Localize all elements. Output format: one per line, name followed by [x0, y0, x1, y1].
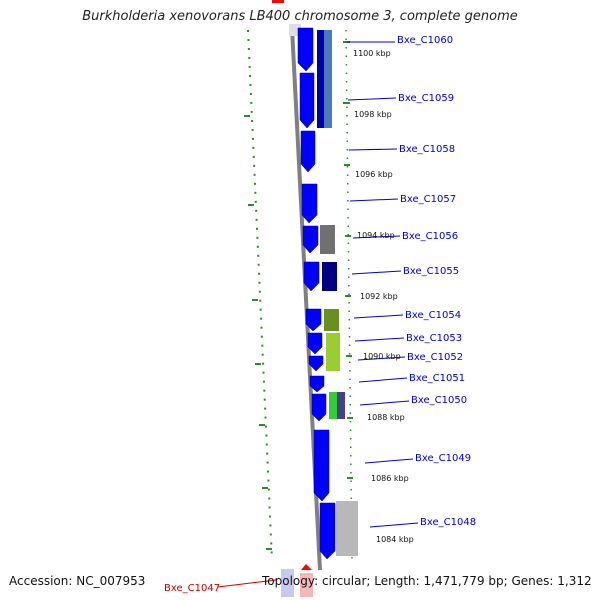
kbp-label: 1098 kbp — [354, 110, 392, 119]
forward-strand-genes — [297, 27, 336, 560]
forward-strand-gene[interactable] — [311, 393, 327, 422]
gene-label-bxe-c1048[interactable]: Bxe_C1048 — [420, 517, 476, 528]
highlight-gene-block-red[interactable] — [300, 573, 313, 597]
gene-label-bxe-c1059[interactable]: Bxe_C1059 — [398, 93, 454, 104]
forward-strand-gene[interactable] — [302, 225, 319, 254]
gene-leader-line — [353, 314, 404, 319]
topology-label: Topology: circular; Length: 1,471,779 bp… — [262, 574, 592, 588]
map-title: Burkholderia xenovorans LB400 chromosome… — [82, 9, 518, 24]
gene-labels: Bxe_C1060 Bxe_C1059 Bxe_C1058 Bxe_C1057 … — [397, 35, 476, 528]
gene-leader-line — [357, 356, 406, 361]
gene-leader-line — [349, 198, 399, 202]
reverse-strand-genes — [317, 30, 358, 556]
gene-block-dark-slate[interactable] — [337, 392, 345, 419]
outer-dotted-guide — [247, 29, 273, 561]
gene-label-bxe-c1054[interactable]: Bxe_C1054 — [405, 310, 461, 321]
gene-label-bxe-c1056[interactable]: Bxe_C1056 — [402, 231, 458, 242]
highlight-gene-arrow[interactable] — [301, 564, 312, 570]
highlighted-gene: Bxe_C1047 — [164, 564, 313, 597]
outer-ticks — [244, 115, 272, 550]
highlight-leader-line — [217, 579, 277, 588]
kbp-label: 1090 kbp — [363, 352, 401, 361]
gene-block-silver[interactable] — [336, 501, 358, 556]
kbp-labels: 1100 kbp 1098 kbp 1096 kbp 1094 kbp 1092… — [353, 49, 414, 544]
gene-block-navy[interactable] — [322, 262, 337, 291]
kbp-label: 1096 kbp — [355, 170, 393, 179]
gene-label-bxe-c1057[interactable]: Bxe_C1057 — [400, 194, 456, 205]
gene-leader-line — [347, 97, 397, 101]
kbp-label: 1094 kbp — [357, 231, 395, 240]
gene-label-bxe-c1058[interactable]: Bxe_C1058 — [399, 144, 455, 155]
gene-block-olive[interactable] — [324, 309, 339, 331]
gene-leader-line — [351, 270, 402, 275]
gene-leader-lines — [347, 41, 419, 528]
dotted-guides — [247, 29, 353, 561]
forward-strand-gene[interactable] — [303, 261, 320, 292]
forward-strand-gene[interactable] — [319, 502, 336, 560]
gene-label-bxe-c1050[interactable]: Bxe_C1050 — [411, 395, 467, 406]
kbp-label: 1100 kbp — [353, 49, 391, 58]
forward-strand-gene[interactable] — [313, 429, 330, 502]
gene-leader-line — [354, 337, 405, 342]
forward-strand-gene[interactable] — [307, 332, 323, 355]
kbp-label: 1084 kbp — [376, 535, 414, 544]
gene-leader-line — [352, 235, 401, 239]
forward-strand-gene[interactable] — [308, 355, 324, 372]
gene-leader-line — [358, 377, 408, 383]
gene-leader-line — [369, 522, 419, 528]
gene-label-bxe-c1051[interactable]: Bxe_C1051 — [409, 373, 465, 384]
reverse-strand-gene-shade — [324, 30, 332, 128]
position-marker[interactable] — [272, 0, 284, 3]
highlight-gene-block-blue[interactable] — [281, 569, 294, 597]
gene-label-bxe-c1055[interactable]: Bxe_C1055 — [403, 266, 459, 277]
gene-block-yellow-green[interactable] — [326, 333, 340, 371]
forward-strand-gene[interactable] — [300, 130, 316, 173]
kbp-label: 1086 kbp — [371, 474, 409, 483]
accession-label: Accession: NC_007953 — [9, 574, 146, 588]
forward-strand-gene[interactable] — [301, 183, 318, 224]
highlight-gene-label[interactable]: Bxe_C1047 — [164, 583, 220, 594]
forward-strand-gene[interactable] — [305, 308, 322, 332]
inner-ticks — [343, 41, 354, 539]
gene-label-bxe-c1060[interactable]: Bxe_C1060 — [397, 35, 453, 46]
forward-strand-gene[interactable] — [297, 27, 314, 72]
gene-label-bxe-c1053[interactable]: Bxe_C1053 — [406, 333, 462, 344]
gene-leader-line — [359, 400, 410, 406]
kbp-label: 1088 kbp — [367, 413, 405, 422]
gene-block-lime[interactable] — [329, 392, 338, 419]
gene-leader-line — [348, 148, 398, 151]
gene-label-bxe-c1049[interactable]: Bxe_C1049 — [415, 453, 471, 464]
kbp-label: 1092 kbp — [360, 292, 398, 301]
gene-block-gray[interactable] — [320, 225, 335, 254]
forward-strand-gene[interactable] — [309, 375, 325, 393]
gene-label-bxe-c1052[interactable]: Bxe_C1052 — [407, 352, 463, 363]
forward-strand-gene[interactable] — [299, 72, 315, 129]
gene-leader-line — [364, 458, 414, 464]
